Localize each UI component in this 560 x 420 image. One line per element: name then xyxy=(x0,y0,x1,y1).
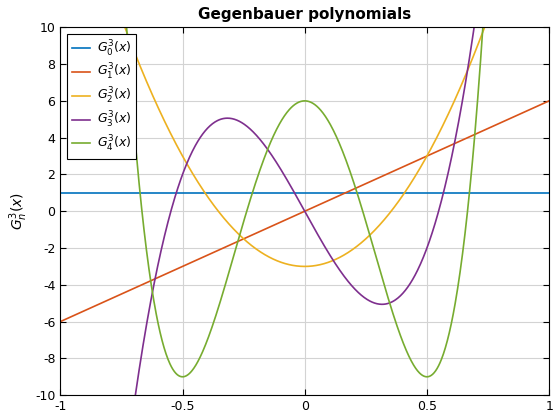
$G_4^3(x)$ xyxy=(447,324,454,329)
$G_3^3(x)$ xyxy=(447,161,454,166)
$G_0^3(x)$ xyxy=(393,190,399,195)
$G_3^3(x)$ xyxy=(255,134,262,139)
$G_0^3(x)$ xyxy=(438,190,445,195)
$G_2^3(x)$ xyxy=(447,106,454,111)
$G_4^3(x)$ xyxy=(179,374,186,379)
Legend: $G_0^3(x)$, $G_1^3(x)$, $G_2^3(x)$, $G_3^3(x)$, $G_4^3(x)$: $G_0^3(x)$, $G_1^3(x)$, $G_2^3(x)$, $G_3… xyxy=(67,34,136,159)
$G_0^3(x)$ xyxy=(255,190,262,195)
$G_2^3(x)$ xyxy=(438,125,445,130)
$G_1^3(x)$ xyxy=(57,319,64,324)
Y-axis label: $G_n^{3}(x)$: $G_n^{3}(x)$ xyxy=(7,192,30,230)
$G_1^3(x)$ xyxy=(438,147,445,152)
$G_4^3(x)$ xyxy=(438,355,445,360)
$G_3^3(x)$ xyxy=(272,159,279,164)
$G_1^3(x)$ xyxy=(393,168,399,173)
$G_1^3(x)$ xyxy=(255,230,262,235)
$G_2^3(x)$ xyxy=(255,248,262,253)
$G_0^3(x)$ xyxy=(447,190,454,195)
$G_1^3(x)$ xyxy=(107,297,114,302)
$G_0^3(x)$ xyxy=(57,190,64,195)
$G_0^3(x)$ xyxy=(546,190,553,195)
Line: $G_4^3(x)$: $G_4^3(x)$ xyxy=(60,0,549,377)
Line: $G_1^3(x)$: $G_1^3(x)$ xyxy=(60,101,549,322)
$G_0^3(x)$ xyxy=(272,190,279,195)
$G_3^3(x)$ xyxy=(393,297,399,302)
$G_1^3(x)$ xyxy=(272,222,279,227)
$G_1^3(x)$ xyxy=(447,143,454,148)
Line: $G_2^3(x)$: $G_2^3(x)$ xyxy=(60,0,549,266)
$G_3^3(x)$ xyxy=(438,198,445,203)
Line: $G_3^3(x)$: $G_3^3(x)$ xyxy=(60,0,549,420)
$G_2^3(x)$ xyxy=(301,264,308,269)
$G_4^3(x)$ xyxy=(393,322,400,327)
$G_1^3(x)$ xyxy=(546,98,553,103)
$G_0^3(x)$ xyxy=(107,190,114,195)
$G_4^3(x)$ xyxy=(255,172,262,177)
$G_4^3(x)$ xyxy=(273,128,279,133)
$G_2^3(x)$ xyxy=(393,202,400,207)
Title: Gegenbauer polynomials: Gegenbauer polynomials xyxy=(198,7,412,22)
$G_2^3(x)$ xyxy=(272,257,279,262)
